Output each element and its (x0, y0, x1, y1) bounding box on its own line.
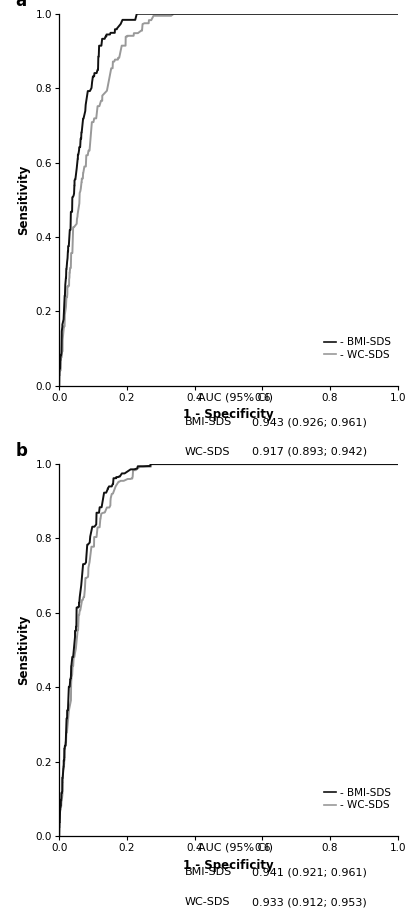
Text: BMI-SDS: BMI-SDS (184, 417, 232, 427)
Text: 0.933 (0.912; 0.953): 0.933 (0.912; 0.953) (252, 897, 367, 907)
Text: WC-SDS: WC-SDS (184, 447, 230, 457)
X-axis label: 1 - Specificity: 1 - Specificity (183, 858, 274, 871)
Text: a: a (15, 0, 26, 10)
Legend: - BMI-SDS, - WC-SDS: - BMI-SDS, - WC-SDS (322, 786, 392, 812)
Text: AUC (95% CI): AUC (95% CI) (198, 392, 273, 402)
Text: AUC (95% CI): AUC (95% CI) (198, 843, 273, 852)
Text: BMI-SDS: BMI-SDS (184, 868, 232, 878)
X-axis label: 1 - Specificity: 1 - Specificity (183, 408, 274, 421)
Text: b: b (15, 442, 27, 460)
Text: 0.941 (0.921; 0.961): 0.941 (0.921; 0.961) (252, 868, 367, 878)
Legend: - BMI-SDS, - WC-SDS: - BMI-SDS, - WC-SDS (322, 335, 392, 362)
Text: 0.917 (0.893; 0.942): 0.917 (0.893; 0.942) (252, 447, 367, 457)
Y-axis label: Sensitivity: Sensitivity (17, 165, 30, 235)
Y-axis label: Sensitivity: Sensitivity (17, 615, 30, 686)
Text: 0.943 (0.926; 0.961): 0.943 (0.926; 0.961) (252, 417, 367, 427)
Text: WC-SDS: WC-SDS (184, 897, 230, 907)
